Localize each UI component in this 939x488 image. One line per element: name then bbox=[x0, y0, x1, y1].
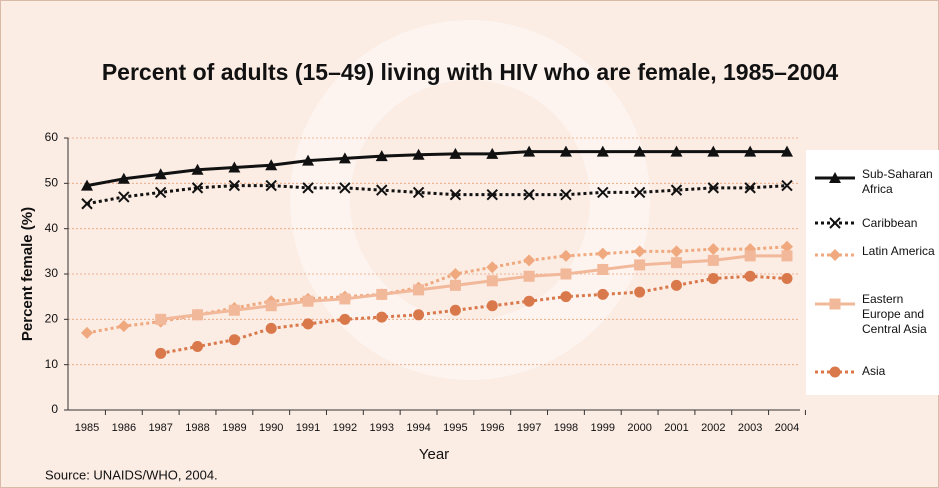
marker bbox=[523, 254, 535, 266]
y-axis-label: Percent female (%) bbox=[19, 207, 36, 341]
marker bbox=[707, 243, 719, 255]
x-tick-label: 1993 bbox=[369, 422, 393, 434]
x-tick-label: 2003 bbox=[738, 422, 762, 434]
x-tick-label: 1990 bbox=[259, 422, 283, 434]
x-tick-label: 2002 bbox=[701, 422, 725, 434]
marker bbox=[830, 299, 841, 310]
marker bbox=[119, 192, 129, 202]
x-tick-label: 1996 bbox=[480, 422, 504, 434]
x-tick-label: 2000 bbox=[627, 422, 651, 434]
x-tick-label: 2004 bbox=[775, 422, 799, 434]
x-tick-label: 1986 bbox=[112, 422, 136, 434]
marker bbox=[487, 300, 498, 311]
marker bbox=[192, 341, 203, 352]
x-tick-label: 1997 bbox=[517, 422, 541, 434]
marker bbox=[303, 296, 314, 307]
marker bbox=[81, 327, 93, 339]
series-line bbox=[161, 256, 787, 319]
marker bbox=[782, 250, 793, 261]
marker bbox=[745, 271, 756, 282]
marker bbox=[155, 314, 166, 325]
chart-title: Percent of adults (15–49) living with HI… bbox=[102, 59, 839, 85]
y-tick-label: 30 bbox=[45, 266, 59, 280]
marker bbox=[830, 367, 841, 378]
marker bbox=[671, 257, 682, 268]
marker bbox=[155, 348, 166, 359]
x-tick-label: 2001 bbox=[664, 422, 688, 434]
marker bbox=[597, 289, 608, 300]
background-emblem bbox=[320, 50, 620, 350]
x-tick-label: 1999 bbox=[591, 422, 615, 434]
marker bbox=[708, 255, 719, 266]
y-tick-label: 60 bbox=[45, 130, 59, 144]
marker bbox=[192, 309, 203, 320]
marker bbox=[450, 280, 461, 291]
chart-frame: Percent of adults (15–49) living with HI… bbox=[0, 0, 939, 488]
x-tick-label: 1995 bbox=[443, 422, 467, 434]
marker bbox=[118, 320, 130, 332]
x-tick-label: 1985 bbox=[75, 422, 99, 434]
marker bbox=[82, 199, 92, 209]
marker bbox=[670, 245, 682, 257]
marker bbox=[486, 261, 498, 273]
marker bbox=[413, 284, 424, 295]
x-tick-label: 1987 bbox=[148, 422, 172, 434]
y-tick-label: 10 bbox=[45, 357, 59, 371]
marker bbox=[708, 273, 719, 284]
x-tick-label: 1991 bbox=[296, 422, 320, 434]
x-tick-label: 1992 bbox=[333, 422, 357, 434]
marker bbox=[339, 314, 350, 325]
marker bbox=[782, 273, 793, 284]
marker bbox=[597, 264, 608, 275]
x-tick-label: 1994 bbox=[406, 422, 430, 434]
source: Source: UNAIDS/WHO, 2004. bbox=[45, 467, 218, 482]
series-line bbox=[87, 186, 787, 204]
x-tick-label: 1989 bbox=[222, 422, 246, 434]
marker bbox=[560, 291, 571, 302]
marker bbox=[560, 250, 572, 262]
marker bbox=[560, 269, 571, 280]
marker bbox=[266, 300, 277, 311]
marker bbox=[303, 318, 314, 329]
series-line bbox=[87, 152, 787, 186]
legend-label: Asia bbox=[862, 364, 938, 379]
marker bbox=[634, 287, 645, 298]
marker bbox=[634, 259, 645, 270]
marker bbox=[671, 280, 682, 291]
marker bbox=[449, 268, 461, 280]
x-tick-label: 1998 bbox=[554, 422, 578, 434]
y-tick-label: 40 bbox=[45, 221, 59, 235]
legend-label: Caribbean bbox=[862, 216, 938, 231]
marker bbox=[524, 271, 535, 282]
marker bbox=[745, 250, 756, 261]
marker bbox=[413, 309, 424, 320]
y-tick-label: 50 bbox=[45, 176, 59, 190]
marker bbox=[524, 296, 535, 307]
marker bbox=[376, 289, 387, 300]
marker bbox=[229, 305, 240, 316]
marker bbox=[377, 185, 387, 195]
legend-label: Sub-Saharan Africa bbox=[862, 167, 938, 197]
marker bbox=[487, 275, 498, 286]
marker bbox=[266, 323, 277, 334]
chart: Percent of adults (15–49) living with HI… bbox=[0, 0, 939, 488]
marker bbox=[376, 312, 387, 323]
y-tick-label: 20 bbox=[45, 312, 59, 326]
y-tick-label: 0 bbox=[51, 402, 58, 416]
marker bbox=[339, 293, 350, 304]
legend-label: Latin America bbox=[862, 244, 938, 259]
x-axis-label: Year bbox=[419, 446, 449, 463]
marker bbox=[450, 305, 461, 316]
marker bbox=[229, 334, 240, 345]
x-tick-label: 1988 bbox=[185, 422, 209, 434]
legend-label: Eastern Europe and Central Asia bbox=[862, 292, 938, 337]
